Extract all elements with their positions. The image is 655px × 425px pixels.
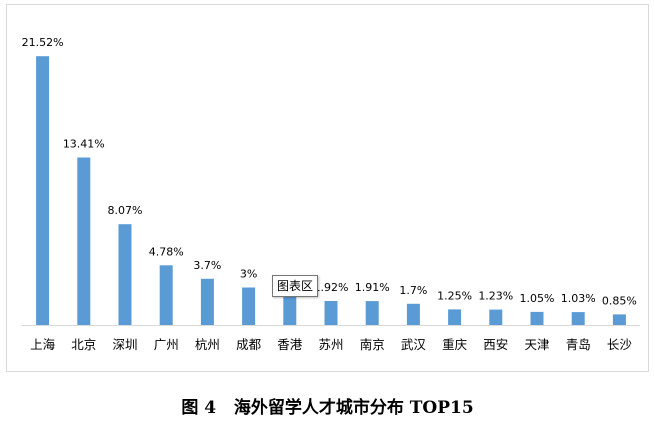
data-label-9: 1.7%: [399, 284, 427, 297]
category-label-0: 上海: [30, 337, 56, 352]
category-labels-layer: 上海 北京 深圳 广州 杭州 成都 香港 苏州 南京 武汉 重庆 西安 天津 青岛 长沙: [30, 337, 632, 352]
bar-8[interactable]: [365, 301, 379, 325]
category-label-2: 深圳: [112, 337, 137, 352]
data-label-13: 1.03%: [561, 292, 596, 305]
data-label-0: 21.52%: [22, 36, 64, 49]
data-label-12: 1.05%: [520, 292, 555, 305]
bar-5[interactable]: [242, 287, 256, 326]
category-label-10: 重庆: [442, 337, 468, 352]
category-label-12: 天津: [524, 337, 549, 352]
bar-2[interactable]: [118, 224, 132, 325]
category-label-6: 香港: [277, 337, 303, 352]
bar-13[interactable]: [571, 312, 585, 325]
data-label-3: 4.78%: [149, 245, 184, 258]
data-label-5: 3%: [240, 268, 257, 281]
category-label-4: 杭州: [195, 337, 220, 352]
bar-7[interactable]: [324, 301, 338, 325]
figure-caption: 图 4 海外留学人才城市分布 TOP15: [181, 398, 474, 418]
data-label-2: 8.07%: [108, 204, 143, 217]
data-label-4: 3.7%: [193, 259, 221, 272]
bar-4[interactable]: [200, 278, 214, 325]
bar-12[interactable]: [530, 311, 544, 325]
data-labels-layer: 21.52% 13.41% 8.07% 4.78% 3.7% 3% 1.92% 1.91% 1.…: [22, 36, 637, 307]
category-label-8: 南京: [360, 337, 385, 352]
chart-area-tooltip: 图表区: [272, 275, 319, 297]
bars-layer: [36, 56, 626, 325]
category-label-11: 西安: [483, 337, 508, 352]
bar-6[interactable]: [283, 293, 297, 325]
bar-3[interactable]: [159, 265, 173, 325]
category-label-7: 苏州: [318, 337, 343, 352]
data-label-7: 1.92%: [314, 281, 349, 294]
bar-11[interactable]: [489, 309, 503, 325]
data-label-1: 13.41%: [63, 138, 105, 151]
category-label-3: 广州: [154, 337, 179, 352]
category-label-9: 武汉: [401, 337, 427, 352]
category-label-13: 青岛: [566, 337, 591, 352]
data-label-14: 0.85%: [602, 294, 637, 307]
bar-chart: 21.52% 13.41% 8.07% 4.78% 3.7% 3% 1.92% 1.91% 1.…: [22, 36, 640, 352]
data-label-11: 1.23%: [478, 290, 513, 303]
category-label-1: 北京: [71, 337, 96, 352]
bar-10[interactable]: [448, 309, 462, 325]
category-label-14: 长沙: [607, 337, 633, 352]
data-label-10: 1.25%: [437, 289, 472, 302]
data-label-8: 1.91%: [355, 281, 390, 294]
bar-9[interactable]: [406, 303, 420, 325]
bar-14[interactable]: [612, 314, 626, 325]
category-label-5: 成都: [236, 337, 262, 352]
bar-1[interactable]: [77, 157, 91, 326]
bar-0[interactable]: [36, 56, 50, 325]
